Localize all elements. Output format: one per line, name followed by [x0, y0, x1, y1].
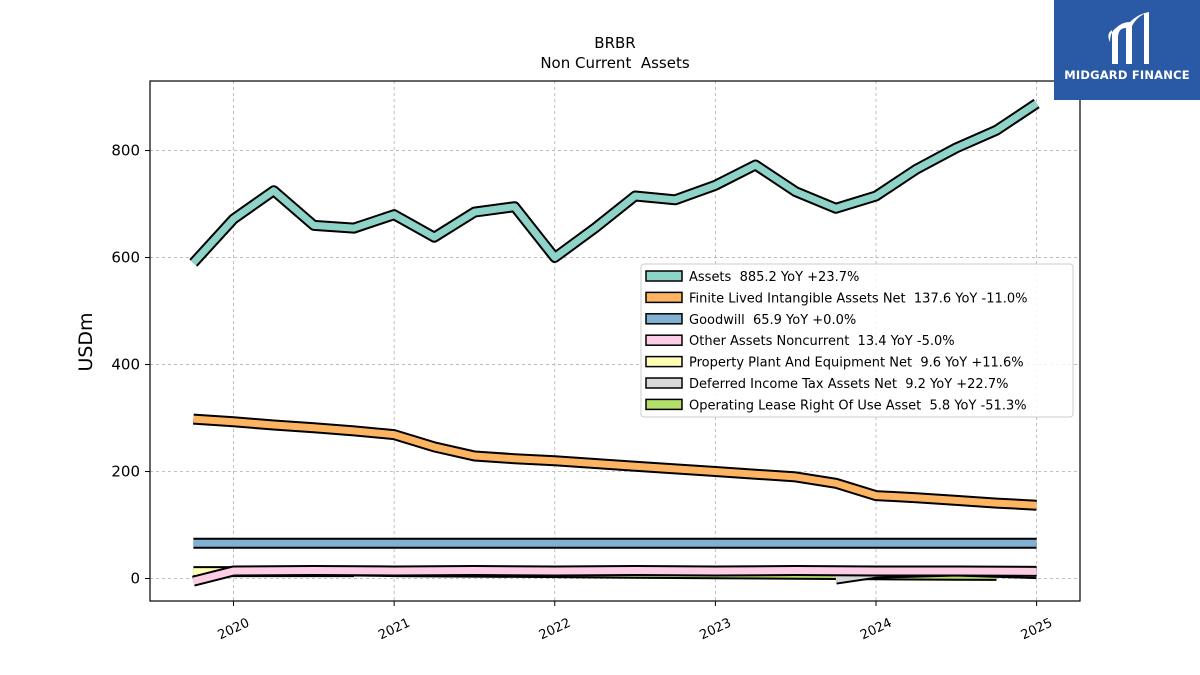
logo-mark-icon	[1108, 12, 1149, 64]
x-tick-label: 2025	[1019, 616, 1055, 644]
x-tick-label: 2023	[697, 616, 733, 644]
series-fill	[193, 415, 1037, 509]
series-outline	[189, 98, 1040, 267]
y-axis-label: USDm	[75, 312, 97, 371]
legend-item: Assets 885.2 YoY +23.7%	[645, 270, 859, 285]
legend-swatch	[645, 270, 683, 282]
legend-swatch	[645, 313, 683, 325]
chart-title: BRBR	[594, 34, 635, 52]
x-tick-label: 2020	[216, 616, 252, 644]
x-tick-label: 2022	[537, 616, 573, 644]
legend-label: Assets 885.2 YoY +23.7%	[689, 270, 859, 285]
x-tick-label: 2021	[376, 616, 412, 644]
y-tick-label: 600	[111, 249, 140, 267]
y-tick-label: 200	[111, 463, 140, 481]
legend-swatch	[645, 334, 683, 346]
series-fill	[190, 100, 1039, 266]
y-tick-label: 800	[111, 142, 140, 160]
legend-item: Other Assets Noncurrent 13.4 YoY -5.0%	[645, 334, 955, 349]
grid	[150, 81, 1080, 601]
chart-subtitle: Non Current Assets	[540, 54, 690, 72]
y-tick-label: 0	[130, 570, 140, 588]
legend-label: Deferred Income Tax Assets Net 9.2 YoY +…	[689, 377, 1008, 392]
legend-item: Property Plant And Equipment Net 9.6 YoY…	[645, 355, 1024, 371]
legend-swatch	[645, 398, 683, 411]
legend-label: Property Plant And Equipment Net 9.6 YoY…	[689, 356, 1024, 371]
legend-box	[640, 263, 1074, 418]
legend-swatch	[645, 377, 683, 389]
plot-frame	[149, 80, 1081, 602]
logo-text: MIDGARD FINANCE	[1064, 68, 1190, 82]
series-line	[189, 98, 1040, 267]
series-fill	[192, 567, 1037, 585]
legend-item: Goodwill 65.9 YoY +0.0%	[645, 313, 856, 328]
legend-item: Finite Lived Intangible Assets Net 137.6…	[645, 291, 1028, 306]
legend-swatch	[645, 355, 683, 368]
series-line	[192, 565, 1037, 587]
legend-label: Goodwill 65.9 YoY +0.0%	[689, 313, 856, 328]
legend-item: Operating Lease Right Of Use Asset 5.8 Y…	[645, 398, 1027, 413]
y-tick-label: 400	[111, 356, 140, 374]
series-line	[193, 413, 1037, 511]
legend-label: Finite Lived Intangible Assets Net 137.6…	[689, 291, 1028, 306]
midgard-finance-logo: MIDGARD FINANCE	[1054, 0, 1200, 100]
legend-label: Operating Lease Right Of Use Asset 5.8 Y…	[689, 398, 1027, 413]
legend-label: Other Assets Noncurrent 13.4 YoY -5.0%	[689, 334, 955, 349]
legend-swatch	[645, 291, 683, 304]
x-tick-label: 2024	[858, 616, 894, 644]
series-layer	[189, 98, 1040, 587]
legend-item: Deferred Income Tax Assets Net 9.2 YoY +…	[645, 377, 1008, 392]
legend: Assets 885.2 YoY +23.7% Finite Lived Inta…	[640, 263, 1074, 418]
